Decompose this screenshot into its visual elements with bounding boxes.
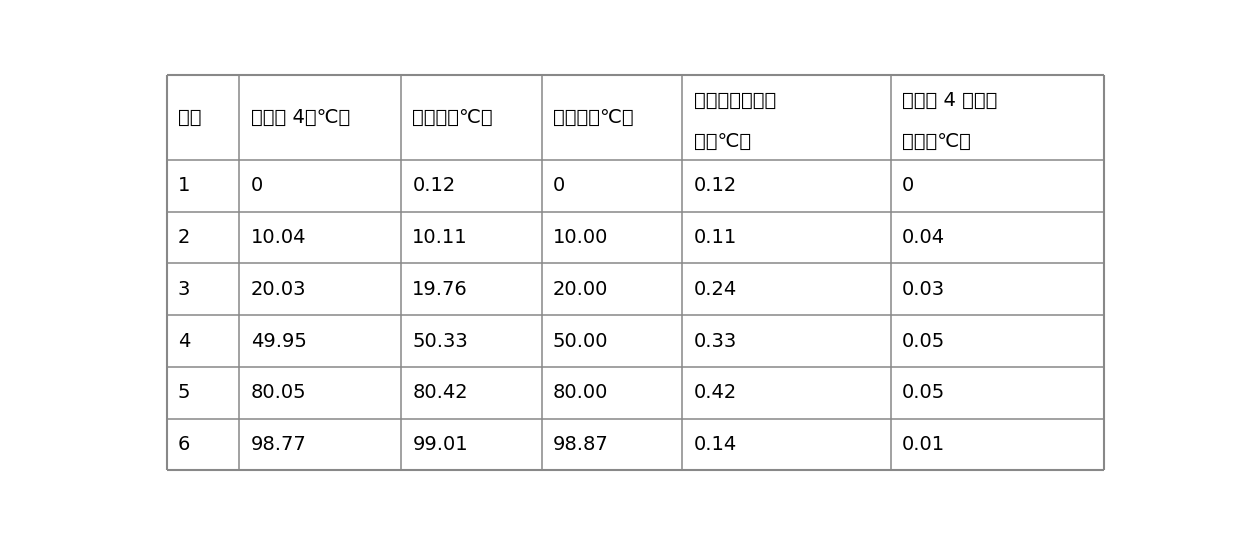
Text: 80.00: 80.00	[553, 383, 609, 402]
Text: 98.77: 98.77	[250, 435, 306, 454]
Text: 误差（℃）: 误差（℃）	[901, 132, 971, 151]
Text: 1: 1	[177, 177, 190, 195]
Text: 19.76: 19.76	[412, 280, 467, 299]
Text: 49.95: 49.95	[250, 332, 306, 350]
Text: 0.24: 0.24	[693, 280, 737, 299]
Text: 实施例 4（℃）: 实施例 4（℃）	[250, 108, 350, 127]
Text: 3: 3	[177, 280, 190, 299]
Text: 80.05: 80.05	[250, 383, 306, 402]
Text: 50.00: 50.00	[553, 332, 609, 350]
Text: 差（℃）: 差（℃）	[693, 132, 750, 151]
Text: 0.03: 0.03	[901, 280, 945, 299]
Text: 0.33: 0.33	[693, 332, 737, 350]
Text: 0: 0	[553, 177, 565, 195]
Text: 0.14: 0.14	[693, 435, 737, 454]
Text: 10.11: 10.11	[412, 228, 467, 247]
Text: 80.42: 80.42	[412, 383, 467, 402]
Text: 98.87: 98.87	[553, 435, 609, 454]
Text: 对比例的相对误: 对比例的相对误	[693, 91, 776, 110]
Text: 0.12: 0.12	[412, 177, 455, 195]
Text: 20.03: 20.03	[250, 280, 306, 299]
Text: 0.12: 0.12	[693, 177, 737, 195]
Text: 0.05: 0.05	[901, 383, 945, 402]
Text: 2: 2	[177, 228, 190, 247]
Text: 4: 4	[177, 332, 190, 350]
Text: 序号: 序号	[177, 108, 201, 127]
Text: 10.04: 10.04	[250, 228, 306, 247]
Text: 0.11: 0.11	[693, 228, 737, 247]
Text: 0.05: 0.05	[901, 332, 945, 350]
Text: 20.00: 20.00	[553, 280, 609, 299]
Text: 10.00: 10.00	[553, 228, 609, 247]
Text: 0: 0	[250, 177, 263, 195]
Text: 6: 6	[177, 435, 190, 454]
Text: 0.42: 0.42	[693, 383, 737, 402]
Text: 0.01: 0.01	[901, 435, 945, 454]
Text: 99.01: 99.01	[412, 435, 467, 454]
Text: 标定例（℃）: 标定例（℃）	[553, 108, 634, 127]
Text: 0.04: 0.04	[901, 228, 945, 247]
Text: 0: 0	[901, 177, 914, 195]
Text: 50.33: 50.33	[412, 332, 467, 350]
Text: 5: 5	[177, 383, 190, 402]
Text: 实施例 4 的相对: 实施例 4 的相对	[901, 91, 997, 110]
Text: 对比例（℃）: 对比例（℃）	[412, 108, 492, 127]
